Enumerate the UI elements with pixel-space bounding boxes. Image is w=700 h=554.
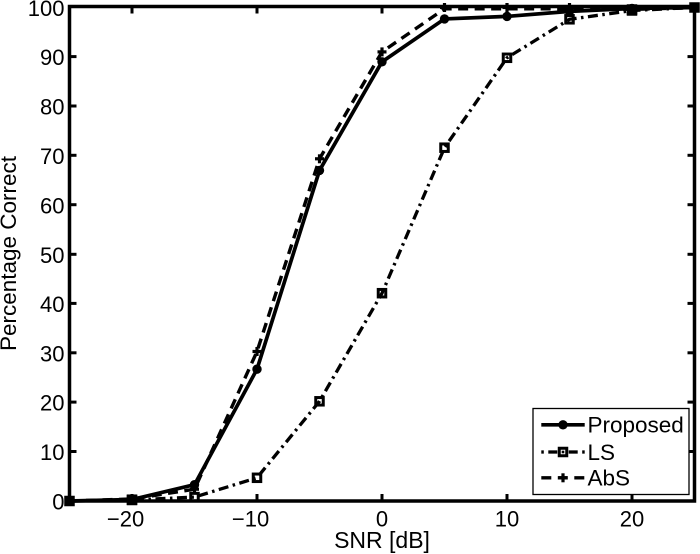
svg-text:LS: LS: [588, 440, 616, 465]
svg-text:90: 90: [40, 45, 64, 70]
svg-text:AbS: AbS: [588, 466, 631, 491]
svg-text:0: 0: [376, 507, 388, 532]
svg-text:Proposed: Proposed: [588, 413, 684, 438]
svg-text:50: 50: [40, 243, 64, 268]
svg-text:−20: −20: [107, 507, 144, 532]
svg-text:20: 20: [620, 507, 644, 532]
svg-text:30: 30: [40, 341, 64, 366]
svg-text:−10: −10: [232, 507, 269, 532]
svg-text:60: 60: [40, 193, 64, 218]
svg-text:40: 40: [40, 292, 64, 317]
svg-text:70: 70: [40, 144, 64, 169]
svg-text:80: 80: [40, 95, 64, 120]
svg-text:20: 20: [40, 391, 64, 416]
svg-text:0: 0: [52, 490, 64, 515]
svg-text:100: 100: [28, 0, 65, 21]
svg-text:SNR [dB]: SNR [dB]: [334, 527, 430, 553]
svg-text:Percentage Correct: Percentage Correct: [0, 155, 21, 351]
svg-text:10: 10: [495, 507, 519, 532]
svg-text:10: 10: [40, 440, 64, 465]
